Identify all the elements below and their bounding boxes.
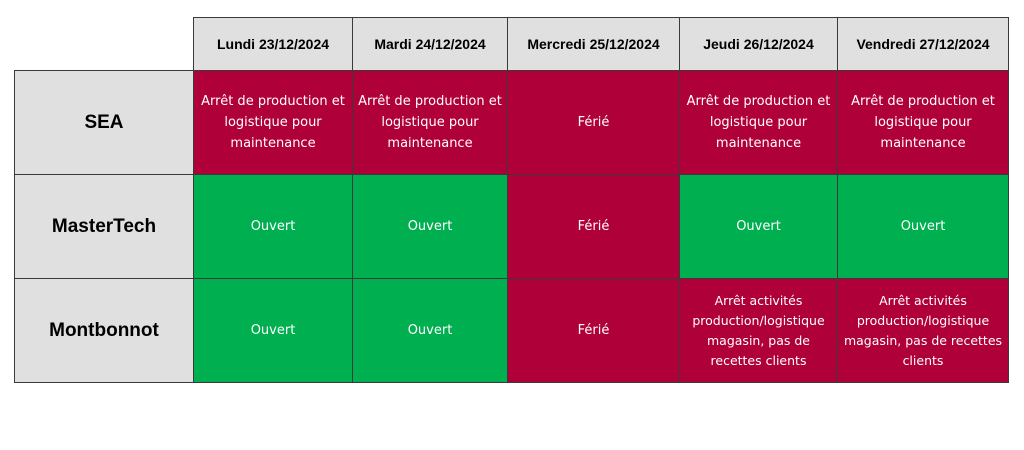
schedule-cell: Férié bbox=[507, 70, 680, 175]
site-label-sea: SEA bbox=[14, 70, 194, 175]
schedule-cell: Ouvert bbox=[193, 278, 353, 383]
day-header-monday: Lundi 23/12/2024 bbox=[193, 17, 353, 71]
header-row: Lundi 23/12/2024 Mardi 24/12/2024 Mercre… bbox=[14, 17, 1009, 71]
schedule-cell: Arrêt activités production/logistique ma… bbox=[679, 278, 838, 383]
table-row-mastertech: MasterTech Ouvert Ouvert Férié Ouvert Ou… bbox=[14, 174, 1009, 279]
schedule-cell: Arrêt de production et logistique pour m… bbox=[679, 70, 838, 175]
schedule-cell: Férié bbox=[507, 174, 680, 279]
schedule-cell: Arrêt activités production/logistique ma… bbox=[837, 278, 1009, 383]
holiday-schedule-table: Lundi 23/12/2024 Mardi 24/12/2024 Mercre… bbox=[14, 17, 1009, 383]
corner-cell bbox=[14, 17, 194, 71]
day-header-friday: Vendredi 27/12/2024 bbox=[837, 17, 1009, 71]
schedule-cell: Ouvert bbox=[193, 174, 353, 279]
day-header-tuesday: Mardi 24/12/2024 bbox=[352, 17, 508, 71]
site-label-mastertech: MasterTech bbox=[14, 174, 194, 279]
table-row-sea: SEA Arrêt de production et logistique po… bbox=[14, 70, 1009, 175]
schedule-cell: Arrêt de production et logistique pour m… bbox=[837, 70, 1009, 175]
schedule-cell: Ouvert bbox=[679, 174, 838, 279]
day-header-thursday: Jeudi 26/12/2024 bbox=[679, 17, 838, 71]
schedule-cell: Ouvert bbox=[352, 278, 508, 383]
schedule-cell: Arrêt de production et logistique pour m… bbox=[193, 70, 353, 175]
day-header-wednesday: Mercredi 25/12/2024 bbox=[507, 17, 680, 71]
schedule-cell: Arrêt de production et logistique pour m… bbox=[352, 70, 508, 175]
schedule-cell: Ouvert bbox=[837, 174, 1009, 279]
schedule-cell: Ouvert bbox=[352, 174, 508, 279]
site-label-montbonnot: Montbonnot bbox=[14, 278, 194, 383]
table-row-montbonnot: Montbonnot Ouvert Ouvert Férié Arrêt act… bbox=[14, 278, 1009, 383]
schedule-cell: Férié bbox=[507, 278, 680, 383]
